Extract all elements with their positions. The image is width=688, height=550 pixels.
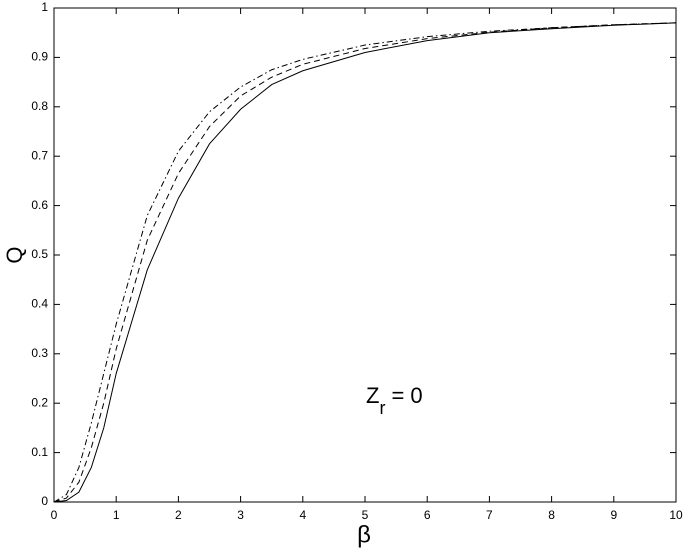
x-tick-label: 2 [175,508,182,522]
x-tick-label: 7 [486,508,493,522]
x-tick-label: 4 [299,508,306,522]
y-tick-label: 0.8 [31,99,48,113]
y-tick-label: 0.9 [31,50,48,64]
annotation-sub: r [379,398,385,418]
x-tick-label: 9 [610,508,617,522]
y-tick-label: 0.6 [31,198,48,212]
data-line [53,22,677,503]
y-tick-label: 0 [41,494,48,508]
annotation: Zr = 0 [366,383,423,418]
x-tick-label: 3 [237,508,244,522]
y-axis-label: Q [2,246,27,263]
y-tick-label: 0.7 [31,148,48,162]
y-tick-label: 0.4 [31,297,48,311]
annotation-tail: = 0 [391,383,422,408]
x-axis-label: β [357,521,371,548]
y-tick-label: 0.5 [31,247,48,261]
x-tick-label: 0 [51,508,58,522]
y-tick-label: 0.1 [31,445,48,459]
x-tick-label: 10 [669,508,683,522]
y-tick-label: 0.2 [31,395,48,409]
y-tick-label: 0.3 [31,346,48,360]
data-line [53,22,677,503]
x-tick-label: 5 [362,508,369,522]
plot-frame [53,7,677,503]
y-tick-label: 1 [41,0,48,14]
annotation-base: Z [366,383,379,408]
x-tick-label: 8 [548,508,555,522]
x-tick-label: 1 [113,508,120,522]
data-line [53,22,677,503]
x-tick-label: 6 [424,508,431,522]
